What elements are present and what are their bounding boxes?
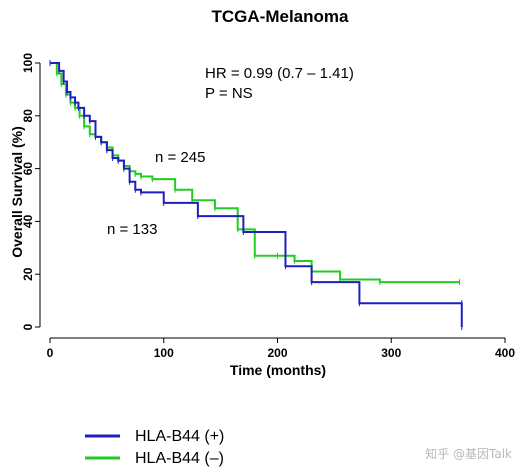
x-tick-label: 300: [381, 346, 401, 360]
censor-ticks: [49, 60, 463, 330]
survival-curves: [49, 60, 463, 330]
y-tick-label: 100: [21, 53, 35, 73]
watermark: 知乎 @基因Talk: [425, 447, 512, 461]
y-tick-label: 40: [21, 214, 35, 228]
y-axis-label: Overall Survival (%): [9, 126, 25, 258]
chart-title: TCGA-Melanoma: [212, 7, 350, 26]
x-tick-label: 400: [495, 346, 515, 360]
plot-area: 0 100 200 300 400 0 20 40 60 80 100: [21, 53, 515, 360]
y-tick-label: 0: [21, 323, 35, 330]
n-green-annotation: n = 245: [155, 149, 205, 166]
survival-curve: [50, 62, 460, 284]
hazard-ratio-annotation: HR = 0.99 (0.7 – 1.41): [205, 65, 354, 82]
survival-curve: [50, 62, 463, 327]
y-axis-ticks: 0 20 40 60 80 100: [21, 53, 40, 330]
y-tick-label: 80: [21, 109, 35, 123]
p-value-annotation: P = NS: [205, 85, 253, 102]
censor-ticks: [49, 60, 460, 286]
x-axis-label: Time (months): [230, 362, 326, 378]
y-tick-label: 60: [21, 162, 35, 176]
n-blue-annotation: n = 133: [107, 221, 157, 238]
legend-label-hla-b44-pos: HLA-B44 (+): [135, 428, 224, 445]
y-tick-label: 20: [21, 267, 35, 281]
legend-label-hla-b44-neg: HLA-B44 (–): [135, 450, 224, 467]
x-tick-label: 0: [47, 346, 54, 360]
x-tick-label: 200: [267, 346, 287, 360]
x-axis-ticks: 0 100 200 300 400: [47, 338, 515, 360]
legend: HLA-B44 (+) HLA-B44 (–): [85, 428, 224, 467]
x-tick-label: 100: [154, 346, 174, 360]
